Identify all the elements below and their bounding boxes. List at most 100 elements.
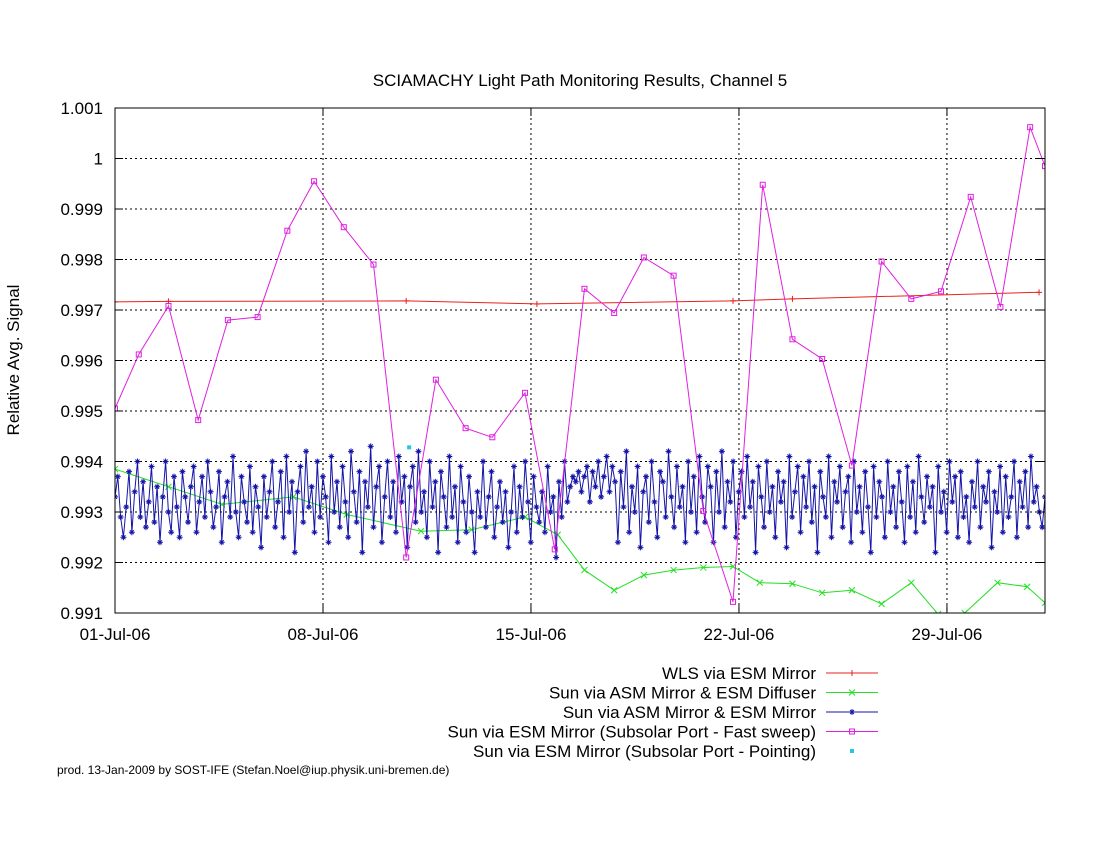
data-point <box>227 514 234 521</box>
grid <box>115 108 1045 613</box>
data-point <box>682 539 689 546</box>
data-point <box>640 254 647 261</box>
data-point <box>870 463 877 470</box>
data-point <box>314 458 321 465</box>
data-point <box>775 468 782 475</box>
data-point <box>626 529 633 536</box>
data-point <box>199 473 206 480</box>
data-point <box>648 458 655 465</box>
data-point <box>403 297 410 304</box>
data-point <box>145 498 152 505</box>
data-point <box>291 549 298 556</box>
data-point <box>617 468 624 475</box>
series-line <box>115 291 1040 305</box>
y-ticks: 0.991 0.992 0.993 0.994 0.995 0.996 0.997 0.998… <box>60 99 1045 623</box>
y-tick-label: 0.993 <box>60 503 103 522</box>
data-point <box>339 463 346 470</box>
data-point <box>803 503 810 510</box>
data-point <box>935 463 942 470</box>
data-point <box>443 524 450 531</box>
legend-label: Sun via ASM Mirror & ESM Mirror <box>563 703 816 722</box>
data-point <box>558 514 565 521</box>
data-point <box>961 609 969 613</box>
data-point <box>595 458 602 465</box>
data-point <box>522 458 529 465</box>
data-point <box>541 529 548 536</box>
data-point <box>949 498 956 505</box>
data-point <box>977 524 984 531</box>
y-tick-label: 0.995 <box>60 402 103 421</box>
data-point <box>123 503 130 510</box>
data-point <box>814 549 821 556</box>
data-point <box>376 463 383 470</box>
data-point <box>426 458 433 465</box>
data-point <box>671 524 678 531</box>
data-point <box>839 524 846 531</box>
data-point <box>230 453 237 460</box>
data-point <box>536 519 543 526</box>
series-line <box>115 125 1045 603</box>
data-point <box>325 539 332 546</box>
data-point <box>280 534 287 541</box>
data-point <box>182 493 189 500</box>
data-point <box>241 498 248 505</box>
data-point <box>1033 483 1040 490</box>
legend-swatch-marker <box>848 689 856 696</box>
data-point <box>738 468 745 475</box>
data-point <box>255 503 262 510</box>
data-point <box>699 493 706 500</box>
data-point <box>884 458 891 465</box>
data-point <box>834 498 841 505</box>
data-point <box>898 498 905 505</box>
data-point <box>156 539 163 546</box>
data-point <box>1011 458 1018 465</box>
data-point <box>623 448 630 455</box>
data-point <box>494 503 501 510</box>
data-point <box>272 524 279 531</box>
data-point <box>687 509 694 515</box>
data-point <box>489 434 496 441</box>
data-point <box>187 483 194 490</box>
data-point <box>741 514 748 521</box>
data-point <box>1041 599 1045 607</box>
data-point <box>690 473 697 480</box>
data-point <box>643 473 650 480</box>
data-point <box>640 488 647 495</box>
data-point <box>850 458 857 465</box>
data-point <box>232 509 239 515</box>
data-point <box>907 579 915 587</box>
data-point <box>544 463 551 470</box>
data-point <box>468 509 475 515</box>
data-point <box>665 448 672 455</box>
data-point <box>165 302 172 309</box>
data-point <box>407 483 414 490</box>
data-point <box>912 529 919 536</box>
data-point <box>610 586 618 594</box>
legend-item-1: WLS via ESM Mirror <box>662 664 878 683</box>
data-point <box>999 529 1006 536</box>
data-point <box>417 527 425 535</box>
data-point <box>162 458 169 465</box>
data-point <box>137 514 144 521</box>
data-point <box>800 473 807 480</box>
data-point <box>398 498 405 505</box>
series-2 <box>115 465 1045 613</box>
data-point <box>761 524 768 531</box>
data-point <box>474 488 481 495</box>
data-point <box>957 468 964 475</box>
data-point <box>848 586 856 594</box>
data-point <box>373 483 380 490</box>
data-point <box>254 314 261 321</box>
data-point <box>303 448 310 455</box>
data-point <box>551 546 558 553</box>
data-point <box>797 529 804 536</box>
data-point <box>620 503 627 510</box>
data-point <box>488 468 495 475</box>
data-point <box>286 509 293 515</box>
legend-item-2: Sun via ASM Mirror & ESM Diffuser <box>549 684 878 703</box>
data-point <box>1030 498 1037 505</box>
y-tick-label: 0.996 <box>60 352 103 371</box>
series-3 <box>115 443 1045 561</box>
data-point <box>283 453 290 460</box>
data-point <box>260 473 267 480</box>
